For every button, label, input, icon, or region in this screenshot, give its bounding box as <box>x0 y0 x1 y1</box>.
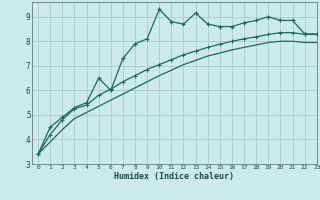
X-axis label: Humidex (Indice chaleur): Humidex (Indice chaleur) <box>115 172 234 181</box>
